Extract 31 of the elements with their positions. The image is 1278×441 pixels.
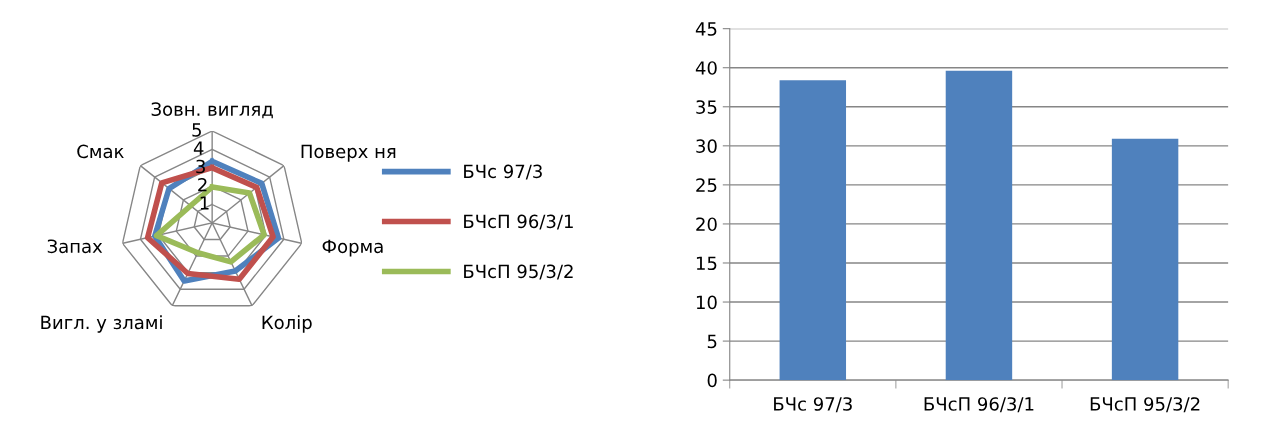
- y-tick-label: 2: [198, 177, 207, 192]
- y-tick-label: 25: [696, 178, 717, 192]
- x-tick-label: БЧсП 95/3/2: [1090, 397, 1200, 413]
- y-tick-label: 20: [696, 217, 717, 232]
- y-tick-label: 10: [696, 295, 717, 310]
- x-tick-label: БЧс 97/3: [774, 397, 852, 413]
- y-tick-label: 35: [696, 100, 717, 114]
- spoke-label: Поверх ня: [301, 144, 396, 162]
- spoke-label: Форма: [322, 239, 383, 257]
- spoke-label: Смак: [77, 144, 124, 159]
- y-tick-label: 45: [695, 22, 717, 36]
- y-tick-label: 4: [193, 141, 204, 155]
- spoke-label: Запах: [47, 239, 103, 254]
- y-tick-label: 15: [696, 256, 717, 271]
- spoke-label: Вигл. у зламі: [41, 315, 162, 333]
- y-tick-label: 5: [192, 123, 201, 137]
- legend-label: БЧсП 96/3/1: [464, 214, 573, 230]
- bar: [1111, 138, 1179, 381]
- x-tick-label: БЧсП 96/3/1: [924, 397, 1034, 413]
- legend-label: БЧсП 95/3/2: [464, 264, 573, 280]
- y-tick-label: 3: [196, 159, 205, 174]
- y-tick-label: 1: [200, 196, 209, 210]
- y-tick-label: 40: [695, 61, 717, 75]
- y-tick-label: 0: [707, 373, 717, 388]
- bar: [779, 80, 847, 381]
- spoke-label: Зовн. вигляд: [151, 102, 273, 119]
- bar: [945, 70, 1013, 381]
- y-tick-label: 5: [707, 334, 717, 349]
- legend-label: БЧс 97/3: [464, 164, 542, 180]
- y-tick-label: 30: [696, 139, 717, 153]
- spoke-label: Колір: [262, 315, 312, 333]
